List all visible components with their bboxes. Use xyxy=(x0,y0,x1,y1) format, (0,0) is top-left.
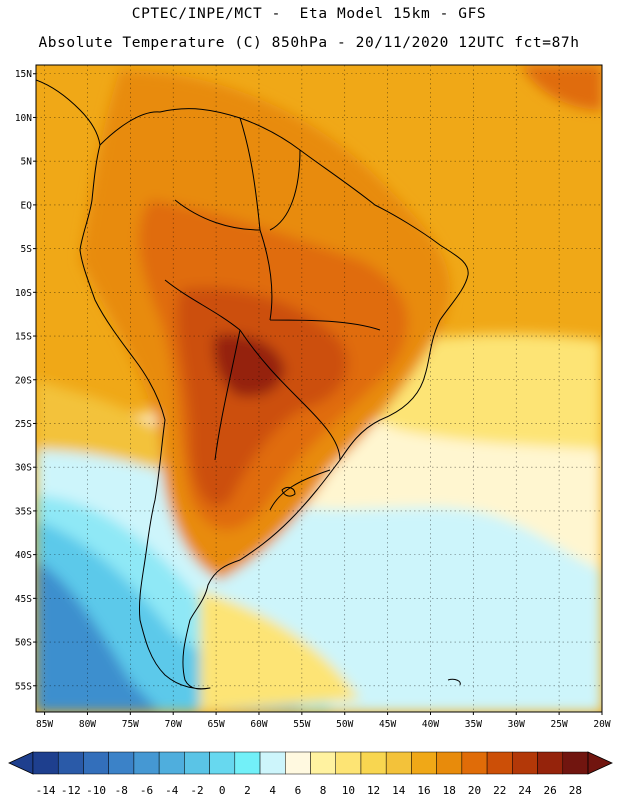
colorbar-swatch xyxy=(310,751,336,775)
colorbar-label: 18 xyxy=(443,784,456,797)
colorbar-label: 20 xyxy=(468,784,481,797)
colorbar-swatch xyxy=(285,751,311,775)
lat-tick-label: 50S xyxy=(15,638,32,649)
lon-tick-label: 20W xyxy=(593,719,610,730)
colorbar-label: 14 xyxy=(392,784,406,797)
colorbar-label: -2 xyxy=(190,784,203,797)
lat-tick-label: 15N xyxy=(15,69,32,80)
lat-tick-label: 15S xyxy=(15,332,32,343)
south-georgia xyxy=(447,678,461,686)
central-america-outline xyxy=(36,79,101,146)
colorbar-swatch xyxy=(234,751,261,775)
lon-tick-label: 30W xyxy=(508,719,525,730)
lon-tick-label: 25W xyxy=(551,719,568,730)
lat-tick-label: EQ xyxy=(21,200,33,211)
lon-tick-label: 50W xyxy=(336,719,353,730)
lat-tick-label: 5S xyxy=(21,244,33,255)
colorbar-label: -10 xyxy=(86,784,106,797)
lon-tick-label: 65W xyxy=(208,719,225,730)
zone-hottest xyxy=(213,334,285,397)
colorbar-swatch xyxy=(83,751,109,775)
colorbar-swatch xyxy=(108,751,135,775)
colorbar-label: 10 xyxy=(342,784,355,797)
colorbar-label: 28 xyxy=(569,784,582,797)
colorbar-swatch xyxy=(461,751,488,775)
colorbar-label: -14 xyxy=(36,784,56,797)
lat-tick-label: 45S xyxy=(15,594,32,605)
colorbar-label: -8 xyxy=(115,784,128,797)
lon-tick-label: 80W xyxy=(79,719,96,730)
lon-tick-label: 70W xyxy=(165,719,182,730)
zone-hot-north xyxy=(520,65,602,110)
colorbar-label: 12 xyxy=(367,784,380,797)
colorbar-swatch xyxy=(537,751,564,775)
colorbar-min-arrow xyxy=(8,751,34,775)
colorbar-swatch xyxy=(436,751,463,775)
colorbar-label: 24 xyxy=(518,784,532,797)
zone-cold xyxy=(36,560,160,712)
colorbar-swatch xyxy=(184,751,210,775)
temperature-colorbar: -14 -12 -10 -8 -6 -4 -2 0 2 4 6 8 10 12 14 16 18 20 22 24 26… xyxy=(8,751,613,797)
map-title: CPTEC/INPE/MCT - Eta Model 15km - GFS xyxy=(131,6,487,22)
colorbar-label: 16 xyxy=(417,784,430,797)
colorbar-swatch xyxy=(562,751,589,775)
lat-tick-label: 25S xyxy=(15,419,32,430)
colorbar-label: 6 xyxy=(295,784,302,797)
temperature-field xyxy=(36,65,602,712)
map-subtitle: Absolute Temperature (C) 850hPa - 20/11/… xyxy=(38,35,580,51)
lon-tick-label: 35W xyxy=(465,719,482,730)
colorbar-label: 26 xyxy=(544,784,557,797)
longitude-ticks: 85W 80W 75W 70W 65W 60W 55W 50W 45W 40W 35W 30W 25W 2… xyxy=(36,712,611,730)
lat-tick-label: 35S xyxy=(15,506,32,517)
south-america-outline xyxy=(79,108,469,690)
country-borders xyxy=(164,117,381,511)
lat-tick-label: 5N xyxy=(21,157,33,168)
colorbar-label: -4 xyxy=(165,784,179,797)
lon-tick-label: 55W xyxy=(293,719,310,730)
colorbar-swatch xyxy=(385,751,412,775)
lat-tick-label: 30S xyxy=(15,463,32,474)
colorbar-swatch xyxy=(259,751,286,775)
colorbar-swatch xyxy=(486,751,513,775)
lat-tick-label: 55S xyxy=(15,681,32,692)
colorbar-swatch xyxy=(133,751,160,775)
colorbar-label: 8 xyxy=(320,784,327,797)
zone-gold-pacific xyxy=(36,380,160,470)
colorbar-label: 2 xyxy=(244,784,251,797)
lat-tick-label: 20S xyxy=(15,375,32,386)
lon-tick-label: 85W xyxy=(36,719,53,730)
colorbar-swatch xyxy=(209,751,236,775)
lat-tick-label: 10N xyxy=(15,113,32,124)
colorbar-swatch xyxy=(57,751,84,775)
colorbar-label: 0 xyxy=(219,784,226,797)
colorbar-swatch xyxy=(335,751,362,775)
colorbar-label: 4 xyxy=(269,784,276,797)
field-zones xyxy=(36,65,602,712)
colorbar-swatch xyxy=(411,751,437,775)
lon-tick-label: 60W xyxy=(250,719,267,730)
colorbar-label: -12 xyxy=(61,784,81,797)
colorbar-swatch xyxy=(158,751,185,775)
zone-yellow-south xyxy=(200,590,360,712)
lat-tick-label: 10S xyxy=(15,288,32,299)
colorbar-swatch xyxy=(360,751,387,775)
lat-tick-label: 40S xyxy=(15,550,32,561)
lon-tick-label: 75W xyxy=(122,719,139,730)
colorbar-swatch xyxy=(32,751,59,775)
colorbar-label: 22 xyxy=(493,784,506,797)
plot-frame xyxy=(35,64,603,713)
colorbar-swatch xyxy=(512,751,538,775)
lon-tick-label: 45W xyxy=(379,719,396,730)
coastlines xyxy=(36,79,469,690)
lon-tick-label: 40W xyxy=(422,719,439,730)
latitude-ticks: 15N 10N 5N EQ 5S 10S 15S 20S 25S 30S 35S 40S 45S 50S 5… xyxy=(15,69,36,692)
falkland-islands xyxy=(281,486,296,497)
colorbar-max-arrow xyxy=(587,751,613,775)
colorbar-label: -6 xyxy=(140,784,153,797)
